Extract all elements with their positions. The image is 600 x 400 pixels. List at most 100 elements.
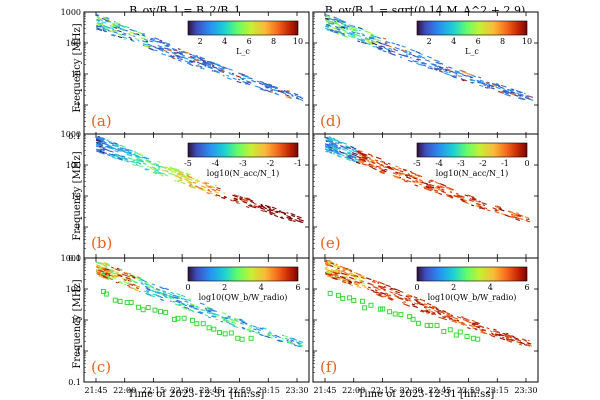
data-point — [529, 344, 532, 347]
data-point — [187, 181, 191, 184]
data-point — [390, 50, 396, 53]
data-point — [95, 139, 101, 142]
data-point — [112, 24, 119, 28]
data-point — [121, 33, 126, 36]
data-point — [477, 81, 483, 84]
data-point — [214, 190, 219, 194]
data-point — [124, 36, 127, 39]
data-point — [143, 290, 150, 294]
data-point — [434, 187, 441, 190]
data-point — [142, 43, 149, 46]
data-point — [100, 276, 106, 279]
data-point — [436, 61, 440, 64]
x-tick-label: 23:15 — [486, 386, 509, 395]
data-point — [379, 294, 385, 298]
data-point — [187, 175, 193, 179]
data-point — [262, 206, 266, 209]
data-point — [427, 67, 430, 69]
data-point — [296, 217, 301, 220]
data-point — [406, 179, 412, 183]
data-point — [349, 32, 354, 35]
data-point — [362, 284, 367, 288]
data-point — [382, 50, 387, 53]
data-point — [342, 275, 347, 278]
data-point — [268, 84, 273, 88]
colorbar-label: log10(N_acc/N_1) — [207, 169, 279, 178]
data-point — [232, 194, 239, 198]
data-point — [95, 23, 101, 26]
y-tick-label: 1000 — [61, 254, 81, 263]
data-point — [334, 22, 337, 25]
data-point — [175, 296, 181, 300]
data-point — [481, 202, 487, 205]
observation-marker — [217, 329, 223, 335]
data-point — [349, 269, 353, 272]
data-point — [269, 331, 272, 333]
data-point — [510, 341, 513, 343]
colorbar-tick-label: 0 — [185, 283, 190, 292]
data-point — [505, 338, 509, 341]
data-point — [118, 280, 123, 284]
data-point — [273, 86, 276, 88]
data-point — [109, 25, 115, 28]
data-point — [166, 43, 171, 46]
data-point — [255, 328, 262, 331]
data-point — [324, 13, 331, 17]
data-point — [483, 84, 487, 87]
observation-marker — [128, 299, 134, 305]
data-point — [254, 331, 260, 335]
data-point — [241, 321, 247, 325]
data-point — [441, 188, 444, 190]
data-point — [129, 274, 134, 277]
data-point — [149, 166, 152, 169]
data-point — [352, 150, 358, 153]
data-point — [461, 78, 466, 82]
data-point — [247, 77, 251, 80]
data-point — [280, 90, 285, 93]
data-point — [254, 85, 261, 89]
data-point — [330, 262, 335, 265]
data-point — [438, 316, 444, 320]
data-point — [340, 20, 345, 23]
data-point — [106, 145, 113, 149]
data-point — [157, 168, 161, 171]
data-point — [268, 85, 273, 88]
data-point — [378, 163, 383, 167]
data-point — [224, 196, 227, 199]
data-point — [385, 166, 391, 170]
data-point — [117, 147, 120, 150]
data-point — [517, 94, 522, 97]
data-point — [113, 154, 120, 158]
data-point — [521, 215, 524, 217]
data-point — [377, 281, 383, 284]
data-point — [480, 329, 483, 332]
data-point — [286, 216, 293, 220]
observation-marker — [248, 335, 254, 341]
data-point — [520, 217, 524, 221]
data-point — [223, 195, 228, 198]
data-point — [394, 46, 400, 50]
data-point — [281, 337, 284, 340]
data-point — [286, 339, 289, 341]
data-point — [281, 334, 285, 337]
data-point — [206, 311, 211, 315]
data-point — [205, 62, 209, 64]
data-point — [398, 293, 403, 297]
observation-marker — [145, 304, 151, 310]
data-point — [113, 31, 118, 34]
data-point — [395, 290, 401, 294]
data-point — [111, 144, 117, 147]
data-point — [491, 333, 498, 337]
data-point — [439, 185, 445, 189]
data-point — [145, 40, 149, 43]
observation-marker — [407, 314, 413, 320]
data-point — [495, 208, 500, 212]
data-point — [188, 304, 195, 308]
data-point — [191, 57, 197, 61]
observation-marker — [387, 309, 393, 315]
data-point — [97, 135, 101, 138]
data-point — [408, 297, 411, 300]
data-point — [138, 31, 142, 34]
data-point — [367, 153, 373, 157]
data-point — [331, 21, 334, 24]
